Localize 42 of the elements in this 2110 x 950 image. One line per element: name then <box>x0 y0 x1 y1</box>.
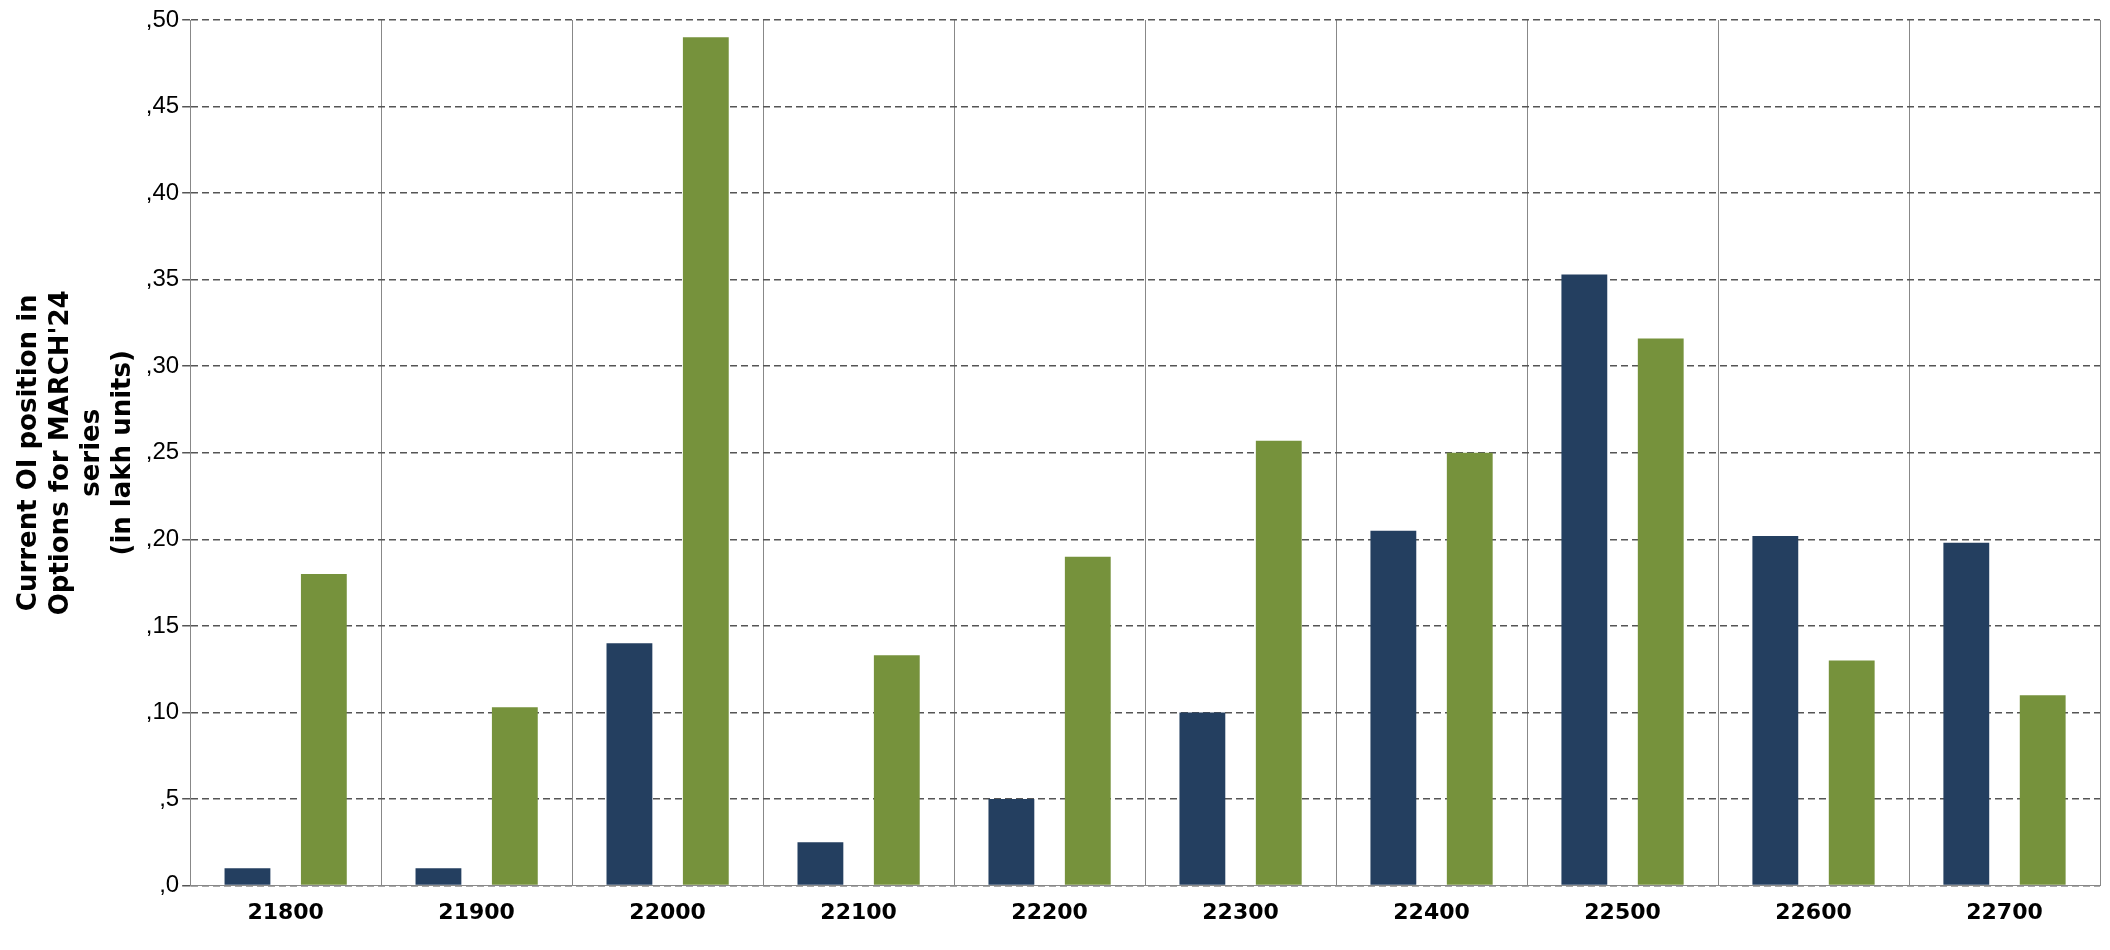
y-tick-label: ,40 <box>145 177 180 205</box>
x-tick-label: 22000 <box>629 898 706 924</box>
y-tick-label: ,0 <box>159 870 180 898</box>
bar <box>1637 338 1684 885</box>
x-tick-label: 21800 <box>247 898 324 924</box>
x-tick-label: 22500 <box>1584 898 1661 924</box>
y-tick-label: ,5 <box>159 783 180 811</box>
y-tick-label: ,45 <box>145 91 180 119</box>
bar <box>1561 274 1608 885</box>
bar <box>491 707 538 885</box>
bar <box>1064 556 1111 885</box>
x-tick-label: 22200 <box>1011 898 1088 924</box>
x-tick-label: 22400 <box>1393 898 1470 924</box>
bar <box>1752 535 1799 885</box>
y-tick-label: ,15 <box>145 610 180 638</box>
bar <box>415 868 462 885</box>
x-tick-label: 22100 <box>820 898 897 924</box>
x-tick-label: 22700 <box>1966 898 2043 924</box>
y-tick-label: ,10 <box>145 697 180 725</box>
bar <box>1446 452 1493 885</box>
y-tick-label: ,50 <box>145 4 180 32</box>
x-tick-label: 21900 <box>438 898 515 924</box>
bar <box>1179 712 1226 885</box>
x-tick-label: 22300 <box>1202 898 1279 924</box>
x-tick-label: 22600 <box>1775 898 1852 924</box>
bar <box>2019 695 2066 885</box>
y-tick-label: ,35 <box>145 264 180 292</box>
bar <box>988 799 1035 885</box>
bar <box>224 868 271 885</box>
bar <box>1255 440 1302 885</box>
bar <box>1370 530 1417 885</box>
y-tick-label: ,30 <box>145 350 180 378</box>
y-axis-title: Current OI position in Options for MARCH'24 series (in lakh units) <box>12 290 136 616</box>
bar <box>797 842 844 885</box>
bar <box>1828 660 1875 885</box>
bar <box>300 573 347 885</box>
bar <box>682 37 729 885</box>
y-tick-label: ,25 <box>145 437 180 465</box>
bar <box>1943 542 1990 885</box>
y-tick-label: ,20 <box>145 523 180 551</box>
bar <box>873 655 920 885</box>
bar <box>606 643 653 885</box>
